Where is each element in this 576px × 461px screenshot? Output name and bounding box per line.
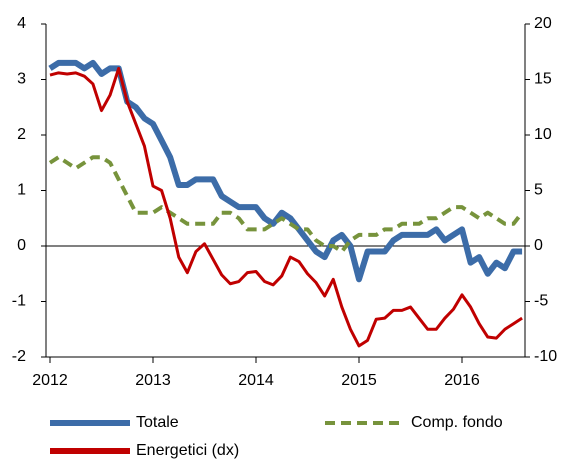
series-line — [48, 59, 523, 283]
y-tick-label: 4 — [17, 15, 26, 32]
y2-tick-label: 0 — [534, 237, 543, 254]
y2-tick-label: 10 — [534, 126, 552, 143]
y2-tick-label: 15 — [534, 71, 552, 88]
y2-tick-label: -5 — [534, 293, 548, 310]
x-tick-label: 2012 — [32, 372, 68, 389]
y-tick-label: 2 — [17, 126, 26, 143]
series-line — [48, 155, 524, 254]
x-tick-label: 2013 — [135, 372, 171, 389]
x-tick-label: 2015 — [341, 372, 377, 389]
legend-label: Comp. fondo — [411, 414, 503, 431]
x-tick-label: 2016 — [444, 372, 480, 389]
legend-label: Energetici (dx) — [136, 442, 239, 459]
legend-label: Totale — [136, 414, 179, 431]
y-tick-label: -1 — [12, 293, 26, 310]
series-line — [49, 66, 523, 348]
y2-tick-label: 20 — [534, 15, 552, 32]
y2-tick-label: -10 — [534, 348, 557, 365]
x-tick-label: 2014 — [238, 372, 274, 389]
y-tick-label: 1 — [17, 182, 26, 199]
y2-tick-label: 5 — [534, 182, 543, 199]
y-tick-label: -2 — [12, 348, 26, 365]
y-tick-label: 3 — [17, 71, 26, 88]
y-tick-label: 0 — [17, 237, 26, 254]
